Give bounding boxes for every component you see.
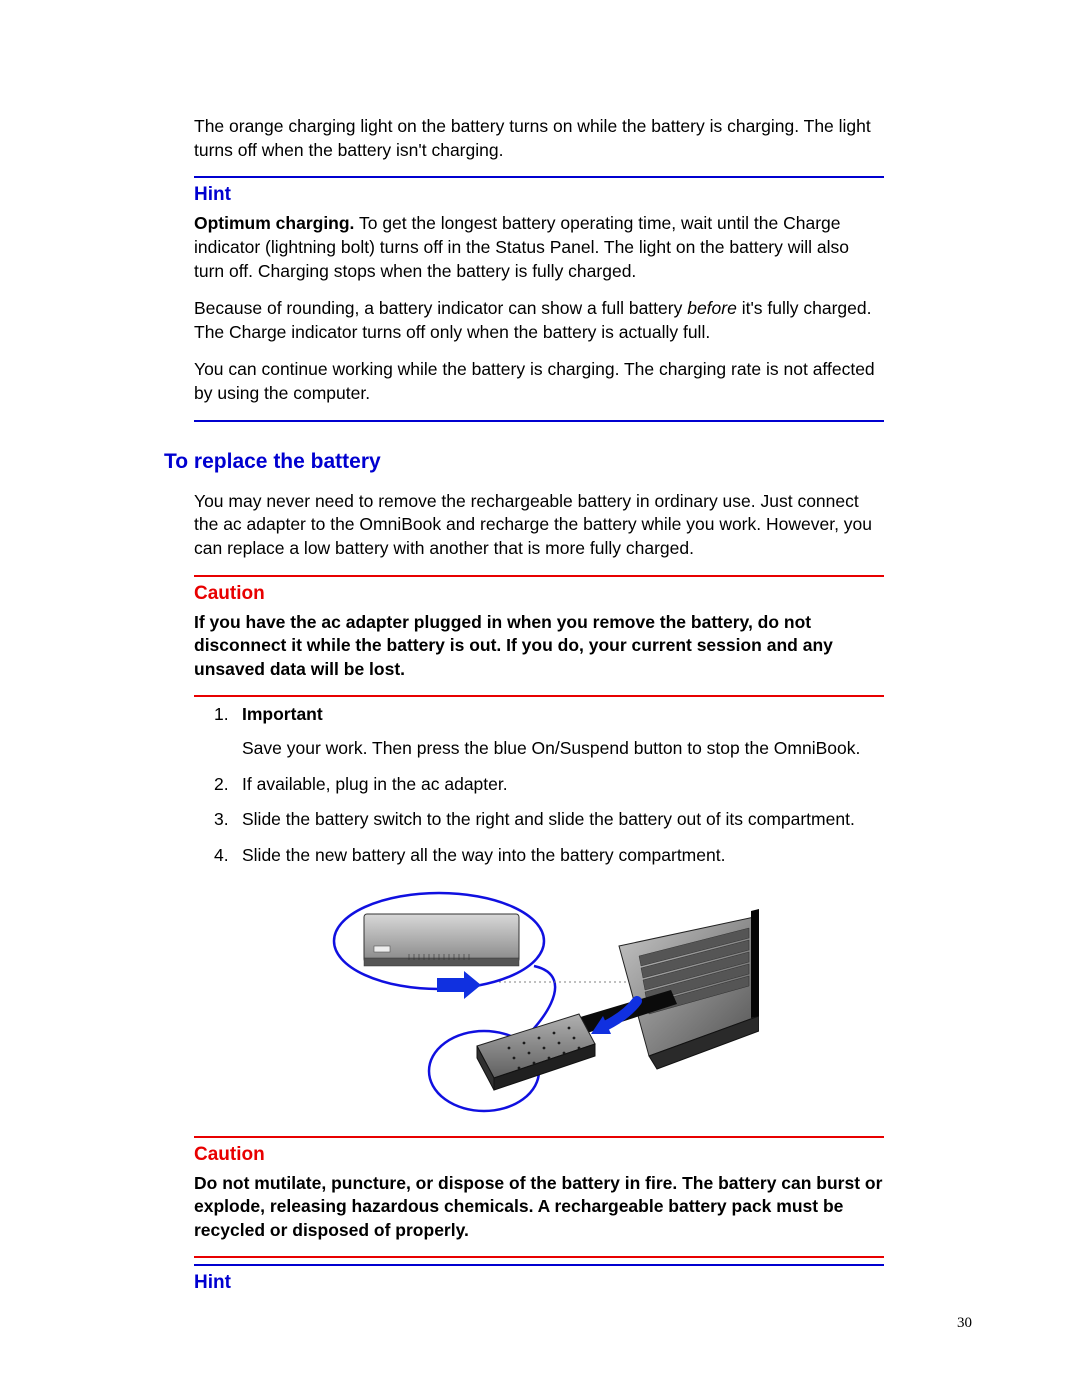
caution2-rule-bottom	[194, 1256, 884, 1258]
caution2-rule-top	[194, 1136, 884, 1138]
step-3-body: Slide the battery switch to the right an…	[242, 808, 884, 832]
caution2-label: Caution	[194, 1144, 884, 1166]
steps-list: 1. Important Save your work. Then press …	[214, 703, 884, 867]
step-4: 4. Slide the new battery all the way int…	[214, 844, 884, 868]
caution1-p1: If you have the ac adapter plugged in wh…	[194, 611, 884, 682]
step-1: 1. Important Save your work. Then press …	[214, 703, 884, 760]
hint1-p2: Because of rounding, a battery indicator…	[194, 297, 884, 344]
step-4-body: Slide the new battery all the way into t…	[242, 844, 884, 868]
battery-diagram	[194, 886, 884, 1126]
section-heading: To replace the battery	[164, 450, 884, 474]
hint-rule-top	[194, 176, 884, 178]
step-1-body: Save your work. Then press the blue On/S…	[242, 737, 884, 761]
caution1-label: Caution	[194, 583, 884, 605]
step-1-num: 1.	[214, 703, 242, 760]
hint1-p3: You can continue working while the batte…	[194, 358, 884, 405]
hint1-p2a: Because of rounding, a battery indicator…	[194, 298, 687, 318]
caution1-rule-top	[194, 575, 884, 577]
hint1-p2em: before	[687, 298, 737, 318]
step-3: 3. Slide the battery switch to the right…	[214, 808, 884, 832]
hint-rule-bottom	[194, 420, 884, 422]
page-number: 30	[957, 1315, 972, 1332]
hint1-lead: Optimum charging.	[194, 213, 354, 233]
step-3-num: 3.	[214, 808, 242, 832]
hint2-rule-top	[194, 1264, 884, 1266]
step-4-num: 4.	[214, 844, 242, 868]
section-p1: You may never need to remove the recharg…	[194, 490, 884, 561]
caution2-p1: Do not mutilate, puncture, or dispose of…	[194, 1172, 884, 1243]
step-2: 2. If available, plug in the ac adapter.	[214, 773, 884, 797]
step-2-body: If available, plug in the ac adapter.	[242, 773, 884, 797]
hint-label: Hint	[194, 184, 884, 206]
hint1-p1: Optimum charging. To get the longest bat…	[194, 212, 884, 283]
caution1-rule-bottom	[194, 695, 884, 697]
step-2-num: 2.	[214, 773, 242, 797]
step-1-lead: Important	[242, 703, 884, 727]
battery-diagram-svg	[319, 886, 759, 1126]
intro-paragraph: The orange charging light on the battery…	[194, 115, 884, 162]
hint2-label: Hint	[194, 1272, 884, 1294]
